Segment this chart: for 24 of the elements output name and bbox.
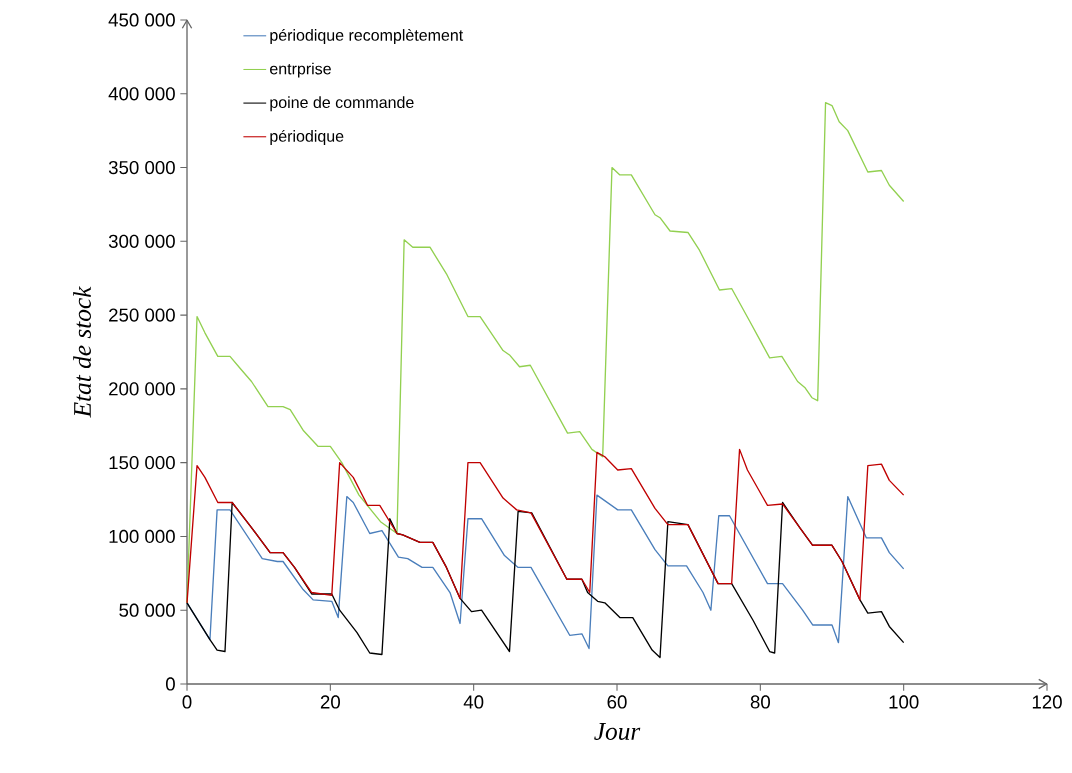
legend-label: périodique recomplètement bbox=[270, 28, 464, 45]
x-tick-label: 0 bbox=[182, 695, 192, 709]
x-tick-label: 40 bbox=[463, 695, 484, 709]
y-tick-label: 350 000 bbox=[108, 160, 175, 175]
y-tick-label: 400 000 bbox=[108, 87, 175, 101]
y-tick-label: 450 000 bbox=[108, 13, 175, 27]
y-tick-label: 100 000 bbox=[109, 529, 175, 544]
y-axis-title: Etat de stock bbox=[73, 286, 91, 418]
x-tick-label: 100 bbox=[889, 695, 919, 709]
legend-label: entrprise bbox=[270, 62, 331, 78]
y-tick-label: 250 000 bbox=[109, 308, 175, 322]
x-tick-label: 80 bbox=[750, 695, 770, 709]
legend-label: poine de commande bbox=[270, 96, 414, 112]
y-tick-label: 0 bbox=[165, 677, 175, 691]
x-tick-label: 120 bbox=[1032, 695, 1062, 709]
y-tick-label: 50 000 bbox=[119, 603, 175, 617]
y-tick-label: 150 000 bbox=[109, 456, 175, 470]
y-tick-label: 200 000 bbox=[109, 382, 175, 396]
legend-label: périodique bbox=[270, 129, 344, 145]
x-tick-label: 20 bbox=[320, 695, 340, 709]
y-tick-label: 300 000 bbox=[108, 234, 175, 248]
x-tick-label: 60 bbox=[607, 695, 627, 709]
x-axis-title: Jour bbox=[594, 723, 641, 740]
line-series bbox=[186, 448, 905, 604]
